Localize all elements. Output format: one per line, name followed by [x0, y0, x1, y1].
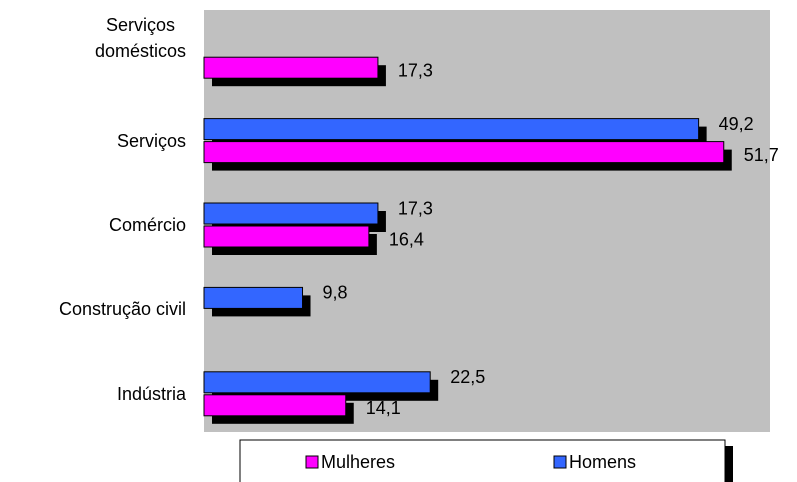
data-label: 14,1 — [366, 398, 401, 418]
legend-label: Homens — [569, 452, 636, 472]
y-tick-label: Construção civil — [59, 299, 187, 320]
y-tick-label: Serviços domésticos — [95, 15, 187, 62]
bar — [203, 118, 700, 141]
legend — [239, 439, 726, 482]
bar — [203, 141, 725, 164]
data-label: 9,8 — [323, 283, 348, 303]
bar — [203, 394, 347, 417]
data-label: 49,2 — [719, 114, 754, 134]
legend-swatch — [553, 455, 567, 469]
bar — [203, 286, 304, 309]
data-label: 16,4 — [389, 229, 424, 249]
data-label: 17,3 — [398, 60, 433, 80]
y-tick-label: Serviços — [117, 130, 187, 151]
legend-swatch — [305, 455, 319, 469]
legend-label: Mulheres — [321, 452, 395, 472]
data-label: 22,5 — [450, 367, 485, 387]
bar — [203, 371, 431, 394]
data-label: 17,3 — [398, 198, 433, 218]
bar — [203, 56, 379, 79]
bar — [203, 225, 370, 248]
bar — [203, 202, 379, 225]
y-tick-label: Indústria — [117, 383, 187, 404]
y-tick-label: Comércio — [109, 215, 187, 235]
data-label: 51,7 — [744, 145, 779, 165]
